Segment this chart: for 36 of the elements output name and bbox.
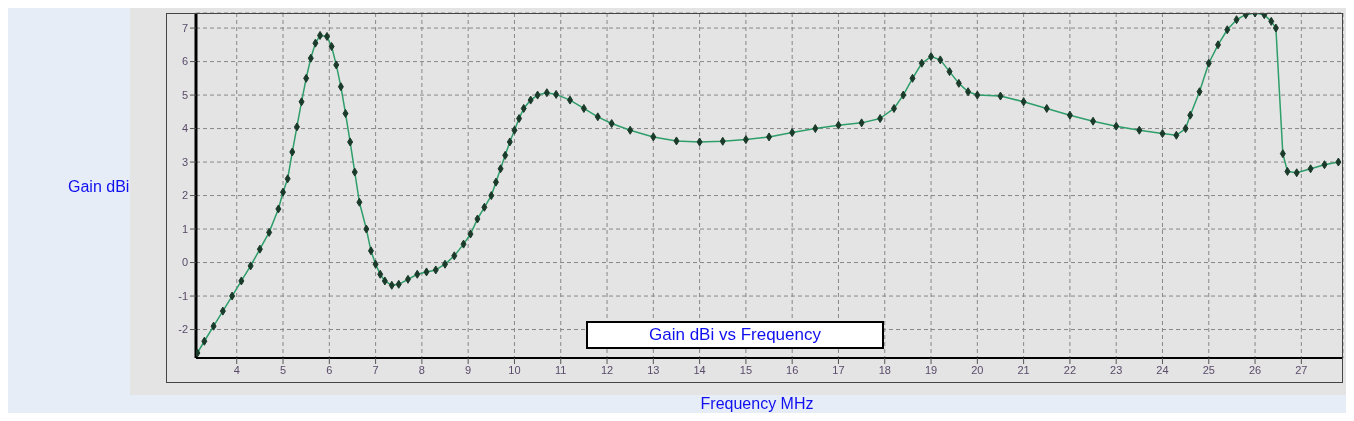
x-tick-label: 27 [1295, 363, 1308, 376]
x-tick-label: 14 [693, 363, 706, 376]
y-tick-label: 3 [181, 155, 188, 168]
x-tick-label: 19 [924, 363, 938, 376]
x-tick-label: 11 [555, 363, 567, 376]
x-tick-label: 15 [739, 363, 753, 376]
x-axis-title: Frequency MHz [699, 395, 815, 413]
x-tick-label: 20 [971, 363, 984, 376]
y-tick-label: 4 [181, 122, 188, 135]
x-tick-label: 22 [1063, 363, 1077, 376]
x-tick-label: 5 [279, 363, 287, 376]
y-tick-label: -1 [178, 289, 188, 302]
x-tick-label: 12 [600, 363, 614, 376]
x-tick-label: 6 [326, 363, 333, 376]
x-tick-label: 24 [1156, 363, 1169, 376]
x-tick-label: 18 [878, 363, 891, 376]
x-tick-label: 23 [1110, 363, 1123, 376]
x-tick-label: 9 [465, 363, 472, 376]
x-tick-label: 4 [233, 363, 240, 376]
y-tick-label: 1 [181, 222, 188, 235]
y-tick-label: -2 [178, 323, 188, 336]
x-tick-label: 7 [372, 363, 379, 376]
x-tick-label: 16 [786, 363, 799, 376]
y-tick-label: 6 [181, 55, 188, 68]
y-axis-title: Gain dBi [68, 178, 130, 196]
x-tick-label: 26 [1248, 363, 1262, 376]
x-tick-label: 13 [647, 363, 660, 376]
y-tick-label: 7 [181, 21, 188, 34]
x-tick-label: 21 [1017, 363, 1030, 376]
x-tick-label: 25 [1202, 363, 1215, 376]
y-tick-label: 0 [181, 256, 188, 269]
y-tick-label: 2 [181, 189, 188, 202]
x-tick-label: 10 [508, 363, 521, 376]
y-tick-label: 5 [181, 88, 188, 101]
x-tick-label: 17 [832, 363, 845, 376]
x-tick-label: 8 [418, 363, 425, 376]
